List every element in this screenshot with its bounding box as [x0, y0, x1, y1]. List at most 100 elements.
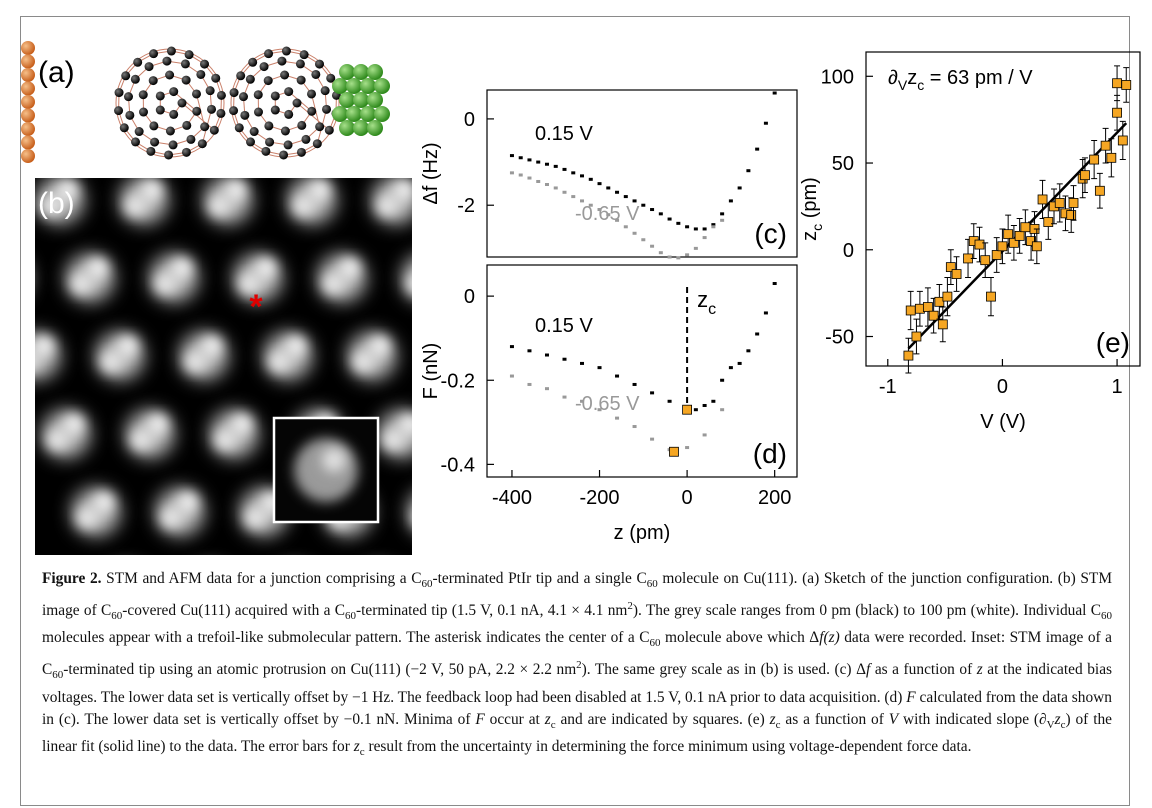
inset-tip	[294, 438, 358, 502]
atom	[200, 59, 210, 69]
caption-text: as a function of	[870, 661, 977, 679]
molecule	[486, 254, 534, 302]
data-point	[923, 302, 933, 312]
atom	[360, 106, 376, 122]
lobe	[245, 508, 265, 528]
data-point	[509, 171, 514, 175]
minimum-marker	[682, 404, 692, 415]
caption-text: result from the uncertainty in determini…	[364, 738, 972, 756]
atom	[301, 134, 311, 144]
caption-text: molecules appear with a trefoil-like sub…	[42, 629, 650, 647]
data-point	[667, 399, 672, 403]
data-point	[580, 361, 585, 365]
lobe	[340, 258, 360, 278]
asterisk: *	[249, 288, 263, 326]
lobe	[185, 352, 205, 372]
atom	[229, 106, 239, 116]
atom	[307, 106, 317, 116]
atom	[299, 50, 309, 60]
caption-text: V	[888, 710, 899, 728]
atom	[155, 91, 165, 101]
data-point	[728, 199, 733, 203]
data-point	[702, 433, 707, 437]
data-point	[571, 195, 576, 199]
data-point	[615, 416, 620, 420]
data-point	[615, 190, 620, 194]
data-point	[536, 179, 541, 183]
lobe	[430, 492, 450, 512]
data-point	[632, 199, 637, 203]
atom	[205, 86, 215, 96]
text-part: z	[697, 287, 708, 312]
data-point	[942, 291, 953, 302]
lobe	[232, 414, 252, 434]
atom	[21, 108, 35, 123]
data-point	[720, 212, 725, 216]
data-point	[1020, 222, 1031, 233]
data-point	[536, 160, 541, 164]
caption-text: -covered Cu(111) acquired with a C	[122, 601, 346, 619]
data-point	[544, 353, 549, 357]
x-tick-label: 1	[1112, 376, 1123, 398]
caption-text: at the indicated bias voltages. The lowe…	[42, 661, 1113, 706]
lobe	[370, 336, 390, 356]
caption-text: z	[544, 710, 551, 728]
atom	[146, 146, 156, 156]
y-tick-label: -50	[825, 327, 854, 349]
data-point	[667, 255, 672, 259]
atom	[168, 140, 178, 150]
lobe	[394, 180, 412, 200]
atom	[261, 146, 271, 156]
caption-text: data were recorded. Inset: STM image of …	[42, 629, 1112, 679]
atom	[339, 64, 355, 80]
atom	[121, 71, 131, 81]
panel-label: (c)	[754, 218, 787, 249]
caption-text: z	[769, 710, 776, 728]
minimum-marker	[669, 446, 679, 457]
data-point	[641, 238, 646, 242]
atom	[296, 147, 306, 157]
data-point	[527, 176, 532, 180]
data-point	[544, 162, 549, 166]
text-part: c	[917, 77, 924, 93]
lobe	[226, 180, 246, 200]
atom	[280, 126, 290, 136]
data-point	[772, 91, 777, 95]
caption-text: 2	[627, 599, 633, 612]
lobe	[478, 180, 498, 200]
caption-text: f(z)	[819, 629, 840, 647]
atom	[138, 107, 148, 117]
x-tick-label: 0	[682, 487, 693, 509]
lobe	[377, 196, 397, 216]
lobe	[431, 118, 451, 138]
atom	[186, 134, 196, 144]
data-point	[509, 345, 514, 349]
atom	[307, 89, 317, 99]
data-point	[597, 408, 602, 412]
atom	[138, 90, 148, 100]
y-tick-label: 0	[464, 286, 475, 308]
atom	[21, 122, 35, 136]
atom	[207, 104, 217, 114]
molecule	[35, 332, 60, 380]
caption-text: c	[550, 718, 556, 731]
lobe	[35, 356, 37, 368]
caption-text: calculated from the data shown in (c). T…	[42, 688, 1112, 728]
atom	[367, 92, 383, 108]
atom	[192, 106, 202, 116]
caption-text: c	[359, 746, 365, 759]
atom	[253, 90, 263, 100]
caption-text: with indicated slope (∂	[898, 710, 1047, 728]
data-point	[951, 269, 962, 279]
series-label: -0.65 V	[575, 393, 640, 415]
data-point	[623, 225, 628, 229]
data-point	[632, 425, 637, 429]
lobe	[172, 258, 192, 278]
atom	[322, 104, 332, 114]
molecule	[462, 410, 510, 458]
atom	[324, 125, 334, 135]
data-point	[986, 291, 996, 302]
atom	[281, 46, 291, 56]
series-label: 0.15 V	[535, 315, 593, 337]
data-point	[641, 203, 646, 207]
